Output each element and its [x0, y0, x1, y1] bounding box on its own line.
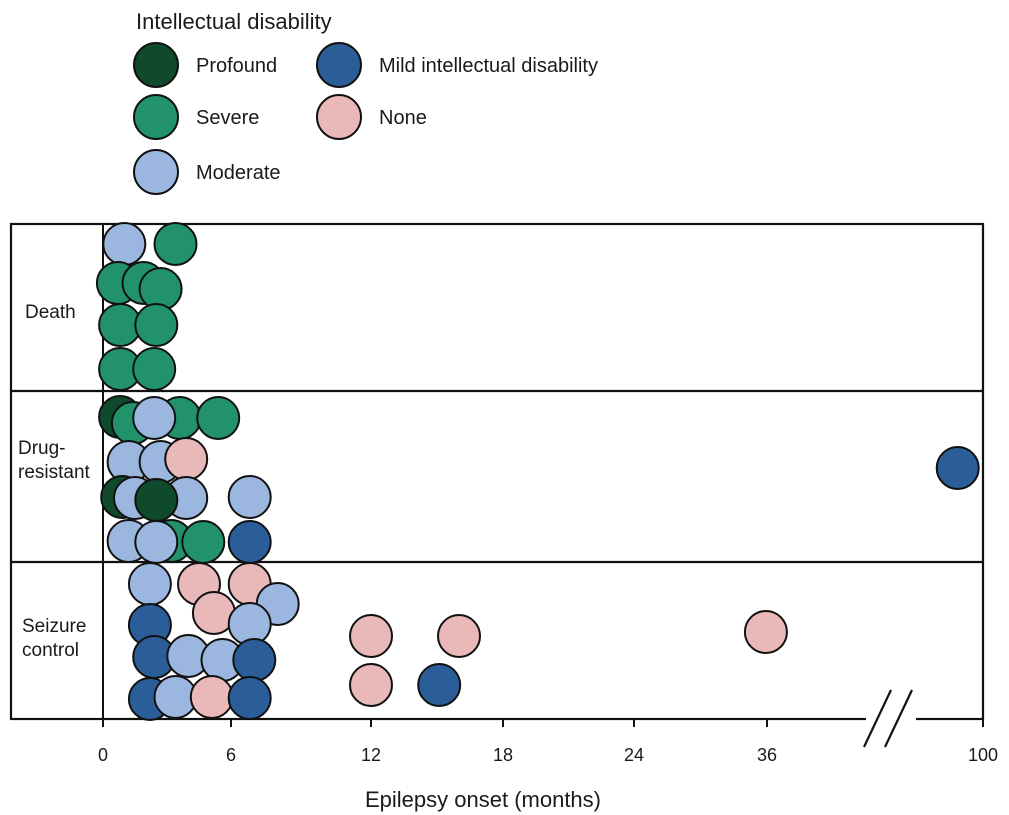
plot-area: Death Drug- resistant Seizure control — [9, 222, 985, 721]
data-point-drug-resistant-mild — [227, 520, 272, 564]
axis-break-slash-left — [863, 689, 892, 748]
data-point-drug-resistant-profound — [134, 478, 179, 522]
data-point-seizure-control-mild — [232, 638, 277, 682]
x-axis-title: Epilepsy onset (months) — [365, 787, 601, 812]
data-point-drug-resistant-moderate — [132, 396, 177, 440]
data-point-seizure-control-none — [189, 675, 234, 719]
x-axis: 0 6 12 18 24 36 100 — [98, 719, 998, 765]
legend-label-mild: Mild intellectual disability — [379, 55, 598, 77]
data-point-death-severe — [132, 347, 177, 391]
data-points — [95, 222, 980, 721]
x-tick-label: 12 — [361, 745, 381, 765]
data-point-death-moderate — [102, 222, 147, 266]
row-label-drug-resistant: Drug- resistant — [18, 438, 91, 483]
data-point-seizure-control-mild — [417, 663, 462, 707]
legend-label-profound: Profound — [196, 55, 277, 77]
data-point-seizure-control-none — [743, 610, 788, 654]
data-point-drug-resistant-mild — [935, 446, 980, 490]
legend-swatch-profound — [133, 42, 179, 88]
data-point-death-severe — [134, 303, 179, 347]
data-point-death-severe — [153, 222, 198, 266]
legend-items: Profound Severe Moderate Mild intellectual … — [133, 42, 598, 195]
x-tick-label: 0 — [98, 745, 108, 765]
legend-swatch-moderate — [133, 149, 179, 195]
legend-label-severe: Severe — [196, 107, 259, 129]
data-point-seizure-control-none — [437, 614, 481, 658]
x-tick-label: 36 — [757, 745, 777, 765]
data-point-seizure-control-none — [349, 663, 393, 707]
data-point-seizure-control-mild — [227, 676, 272, 720]
legend-swatch-none — [316, 94, 362, 140]
row-label-death: Death — [25, 302, 76, 323]
data-point-drug-resistant-none — [164, 437, 209, 481]
data-point-seizure-control-none — [349, 614, 393, 658]
axis-break-mark — [863, 689, 916, 748]
data-point-seizure-control-moderate — [127, 562, 172, 606]
legend: Intellectual disability Profound Severe Mo… — [133, 9, 598, 195]
x-tick-label: 100 — [968, 745, 998, 765]
plot-border — [9, 222, 985, 721]
data-point-drug-resistant-severe — [181, 520, 226, 564]
data-point-drug-resistant-moderate — [227, 475, 272, 519]
data-point-drug-resistant-moderate — [134, 520, 179, 564]
x-tick-label: 18 — [493, 745, 513, 765]
x-tick-label: 6 — [226, 745, 236, 765]
legend-label-none: None — [379, 107, 427, 129]
legend-swatch-severe — [133, 94, 179, 140]
x-tick-label: 24 — [624, 745, 644, 765]
legend-title: Intellectual disability — [136, 9, 332, 34]
axis-break-gap — [866, 712, 916, 726]
axis-break-slash-right — [884, 689, 913, 748]
data-point-drug-resistant-severe — [196, 396, 241, 440]
legend-swatch-mild — [316, 42, 362, 88]
legend-label-moderate: Moderate — [196, 162, 281, 184]
row-label-seizure-control: Seizure control — [22, 616, 92, 661]
